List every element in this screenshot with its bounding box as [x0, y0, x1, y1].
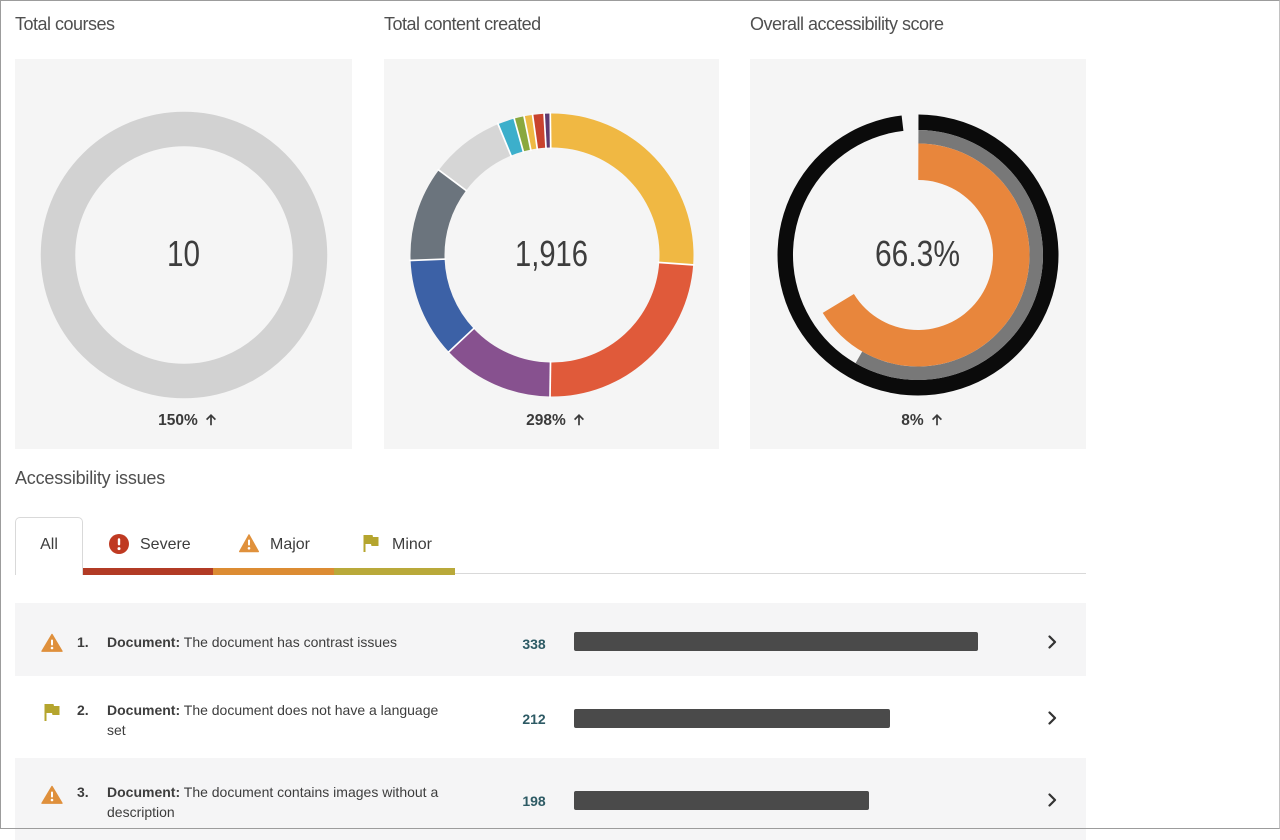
- svg-text:1,916: 1,916: [515, 233, 588, 274]
- svg-text:66.3%: 66.3%: [875, 233, 960, 274]
- svg-text:10: 10: [167, 233, 200, 274]
